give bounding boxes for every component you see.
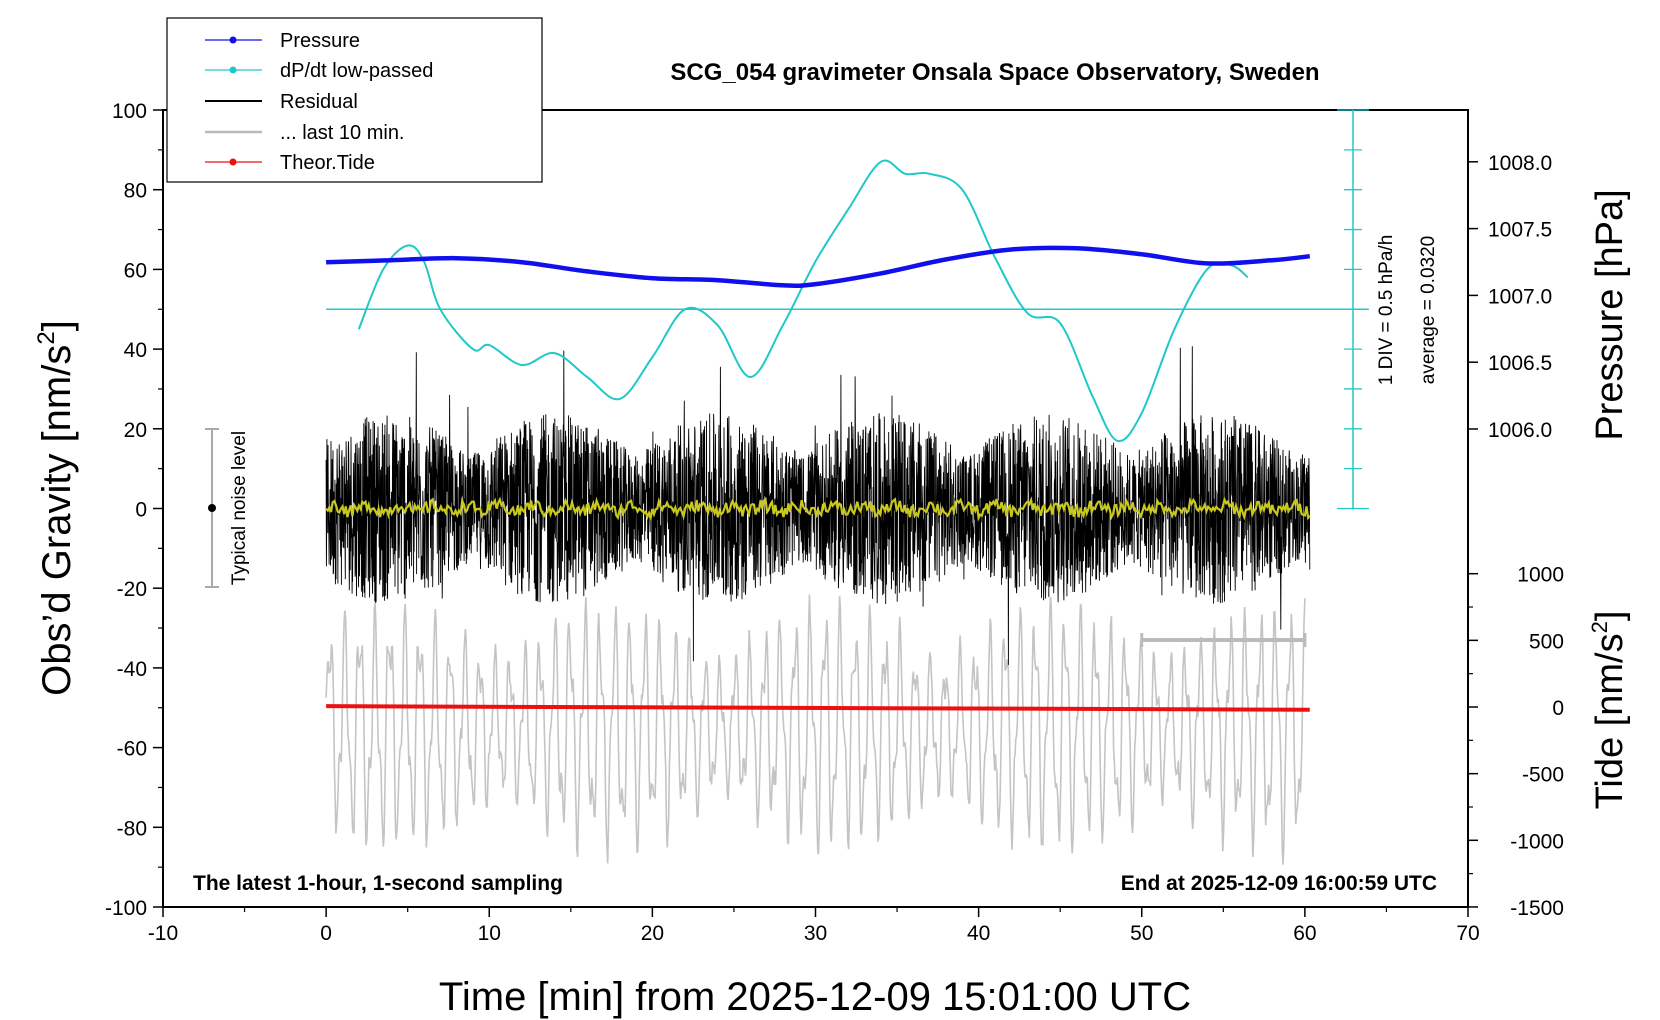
dpdt-series-line: [357, 159, 1249, 443]
legend-dpdt-marker: [229, 66, 237, 74]
y-tick-label: -20: [117, 578, 147, 601]
tide-tick-label: 500: [1529, 630, 1564, 653]
x-tick-label: 70: [1456, 922, 1479, 945]
residual-series-line: [325, 346, 1311, 665]
y-tick-label: 20: [124, 419, 147, 442]
x-tick-label: 40: [967, 922, 990, 945]
y-axis-title-main: Obs’d Gravity [nm/s: [35, 345, 79, 696]
legend-dpdt-label: dP/dt low-passed: [280, 60, 433, 82]
tide-title-sup: 2: [1587, 621, 1612, 633]
y-tick-label: 40: [124, 339, 147, 362]
x-tick-label: 20: [641, 922, 664, 945]
legend-pressure-marker: [229, 36, 237, 44]
y-tick-label: 100: [112, 100, 147, 123]
series-layer: [325, 159, 1368, 865]
pressure-series-line: [326, 245, 1311, 289]
y-tick-label: 80: [124, 180, 147, 203]
pressure-tick-label: 1006.5: [1488, 352, 1552, 375]
tide-title-main: Tide [nm/s: [1589, 633, 1631, 809]
tide-tick-label: -500: [1522, 764, 1564, 787]
y-tick-label: -40: [117, 658, 147, 681]
dpdt-div-label: 1 DIV = 0.5 hPa/h: [1376, 235, 1397, 386]
tide-tick-label: 0: [1552, 697, 1564, 720]
y-tick-label: -100: [105, 897, 147, 920]
legend: Pressure dP/dt low-passed Residual ... l…: [166, 17, 543, 183]
x-axis-title: Time [min] from 2025-12-09 15:01:00 UTC: [439, 975, 1191, 1019]
pressure-tick-label: 1007.0: [1488, 285, 1552, 308]
y-axis-title-tail: ]: [35, 320, 79, 331]
x-tick-label: 30: [804, 922, 827, 945]
x-tick-label: 0: [320, 922, 332, 945]
annotation-right: End at 2025-12-09 16:00:59 UTC: [1121, 872, 1437, 895]
legend-last10-label: ... last 10 min.: [280, 122, 405, 144]
chart-title: SCG_054 gravimeter Onsala Space Observat…: [670, 59, 1319, 86]
noise-level-label: Typical noise level: [229, 431, 250, 585]
y-axis-title-left: Obs’d Gravity [nm/s2]: [33, 320, 79, 696]
residual-smoothed-line: [325, 496, 1311, 522]
tide-series-line: [326, 704, 1310, 712]
tick-layer: -10 0 10 20 30 40 50 60 70-100-80-60-40-20020406…: [105, 100, 1564, 945]
tide-title-tail: ]: [1589, 611, 1631, 622]
y-axis-title-tide: Tide [nm/s2]: [1587, 611, 1631, 810]
x-tick-label: 50: [1130, 922, 1153, 945]
y-tick-label: 0: [135, 499, 147, 522]
x-tick-label: -10: [148, 922, 178, 945]
x-tick-label: 10: [478, 922, 501, 945]
pressure-tick-label: 1007.5: [1488, 219, 1552, 242]
last10-series-line: [325, 594, 1306, 865]
pressure-tick-label: 1006.0: [1488, 419, 1552, 442]
x-tick-label: 60: [1293, 922, 1316, 945]
legend-residual-label: Residual: [280, 91, 358, 113]
noise-level-indicator: Typical noise level: [205, 428, 250, 588]
tide-tick-label: -1500: [1510, 897, 1564, 920]
tide-tick-label: 1000: [1517, 564, 1564, 587]
dpdt-average-label: average = 0.0320: [1418, 236, 1439, 384]
y-tick-label: -80: [117, 817, 147, 840]
noise-bar-center: [208, 504, 216, 512]
y-tick-label: 60: [124, 259, 147, 282]
y-axis-title-pressure: Pressure [hPa]: [1589, 189, 1631, 440]
legend-tide-label: Theor.Tide: [280, 152, 375, 174]
tide-tick-label: -1000: [1510, 830, 1564, 853]
y-tick-label: -60: [117, 738, 147, 761]
legend-pressure-label: Pressure: [280, 30, 360, 52]
annotation-left: The latest 1-hour, 1-second sampling: [193, 872, 563, 895]
y-axis-title-sup: 2: [33, 331, 60, 344]
pressure-tick-label: 1008.0: [1488, 152, 1552, 175]
legend-tide-marker: [229, 158, 237, 166]
